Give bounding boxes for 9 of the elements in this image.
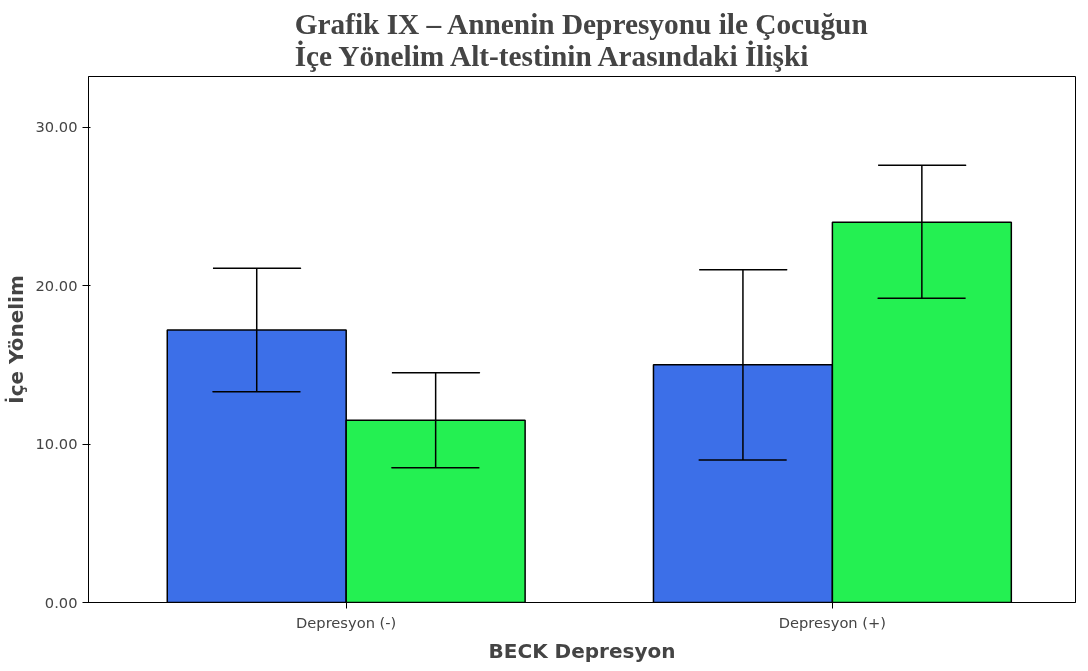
x-axis-title: BECK Depresyon (488, 638, 676, 663)
y-tick-label: 0.00 (44, 593, 78, 611)
x-tick-label: Depresyon (+) (778, 613, 887, 631)
y-tick-label: 10.00 (35, 435, 78, 453)
x-tick-label: Depresyon (-) (296, 613, 397, 631)
y-tick-label: 20.00 (35, 276, 78, 294)
y-tick-label: 30.00 (35, 118, 78, 136)
chart-title: Grafik IX – Annenin Depresyonu ile Çocuğun İçe Yönelim Alt-testinin Arasındaki İlişki (294, 7, 868, 72)
y-axis-title: İçe Yönelim (3, 275, 28, 404)
